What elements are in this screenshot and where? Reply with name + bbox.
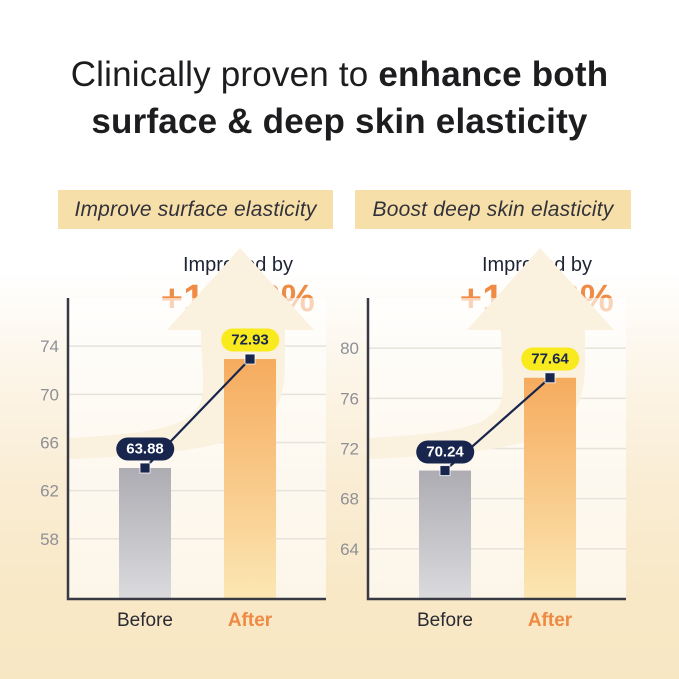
title-regular: Clinically proven to	[70, 55, 379, 94]
axis-lines	[66, 298, 326, 601]
title-bold-2: surface & deep skin elasticity	[91, 101, 588, 141]
x-axis-label-after: After	[527, 610, 573, 631]
data-point-marker	[244, 353, 256, 365]
value-label-after: 72.93	[221, 328, 279, 352]
data-point-marker	[139, 462, 151, 474]
bar-after	[524, 377, 576, 599]
y-axis-tick-label: 80	[340, 339, 359, 358]
value-label-before: 63.88	[116, 437, 174, 461]
y-axis-tick-label: 76	[340, 389, 359, 408]
y-axis-tick-label: 70	[40, 385, 59, 404]
bar-before	[419, 470, 471, 599]
x-axis-label-after: After	[227, 610, 273, 631]
x-axis-label-before: Before	[417, 610, 473, 631]
data-point-marker	[439, 465, 451, 477]
y-axis-tick-label: 62	[40, 482, 59, 501]
y-axis-tick-label: 72	[340, 440, 359, 459]
y-axis-tick-label: 74	[40, 337, 59, 356]
axis-lines	[366, 298, 626, 601]
data-point-marker	[544, 372, 556, 384]
badge-deep-elasticity: Boost deep skin elasticity	[355, 190, 631, 229]
bar-chart-deep-elasticity: 64 68 72 76 80	[340, 248, 626, 601]
value-label-after: 77.64	[521, 347, 579, 371]
y-axis-tick-label: 66	[40, 433, 59, 452]
bar-after	[224, 359, 276, 599]
title-bold-1: enhance both	[378, 55, 609, 94]
page-title: Clinically proven to enhance both surface…	[0, 52, 679, 145]
badge-surface-elasticity: Improve surface elasticity	[58, 190, 333, 229]
y-axis-tick-label: 58	[40, 530, 59, 549]
bar-before	[119, 468, 171, 599]
x-axis-label-before: Before	[117, 610, 173, 631]
y-axis-tick-label: 64	[340, 540, 359, 559]
value-label-before: 70.24	[416, 440, 474, 464]
y-axis-tick-label: 68	[340, 490, 359, 509]
bar-chart-surface-elasticity: 58 62 66 70 74	[40, 248, 326, 601]
